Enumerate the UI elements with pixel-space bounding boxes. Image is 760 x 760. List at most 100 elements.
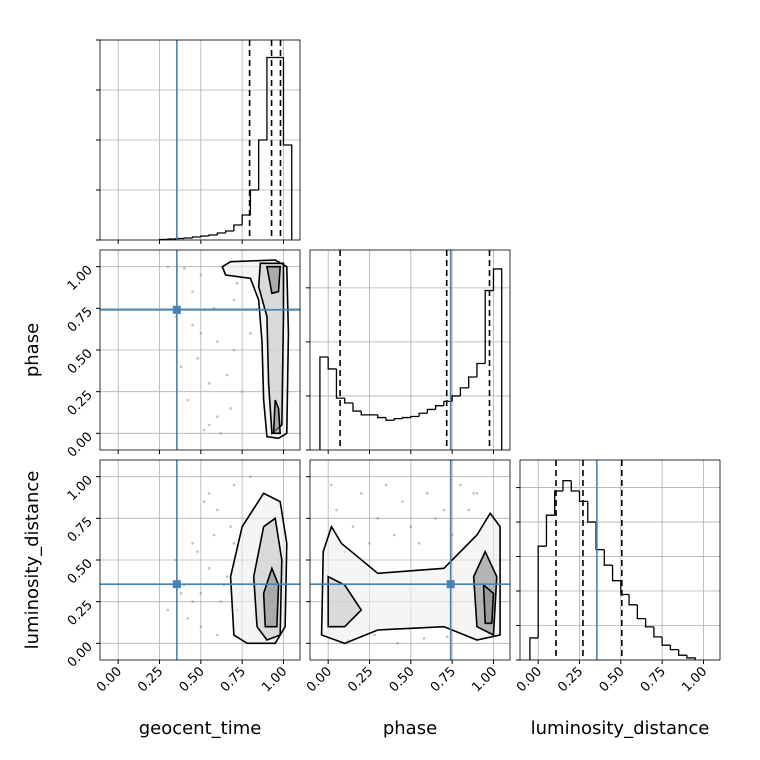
sample-point <box>472 492 475 495</box>
histogram-step <box>426 408 436 414</box>
sample-point <box>179 365 183 368</box>
x-tick-label: 0.50 <box>387 664 418 695</box>
histogram-step <box>327 357 337 370</box>
sample-point <box>191 600 194 603</box>
sample-point <box>186 398 189 402</box>
histogram-step <box>319 356 329 450</box>
contour <box>262 565 280 628</box>
histogram-step <box>669 645 679 651</box>
y-tick-label: 1.00 <box>65 263 96 294</box>
sample-point <box>212 307 216 310</box>
histogram-step <box>410 415 420 418</box>
histogram-step <box>595 522 605 551</box>
sample-point <box>166 265 170 268</box>
histogram-step <box>183 237 193 239</box>
sample-point <box>359 492 363 495</box>
sample-point <box>401 500 404 503</box>
y-tick-label: 0.75 <box>65 515 96 546</box>
histogram-step <box>529 637 539 660</box>
sample-point <box>392 533 396 537</box>
histogram-step <box>545 514 555 547</box>
sample-point <box>191 323 194 327</box>
y-tick-label: 1.00 <box>65 473 96 504</box>
histogram-step <box>620 580 630 596</box>
x-tick-label: 1.00 <box>259 664 290 695</box>
contour <box>257 262 285 435</box>
sample-point <box>249 475 252 478</box>
sample-point <box>442 508 446 512</box>
x-tick-label: 0.00 <box>94 664 125 695</box>
sample-point <box>467 508 470 512</box>
histogram-step <box>175 237 185 240</box>
histogram-step <box>686 655 696 660</box>
sample-point <box>216 633 219 637</box>
panel-frame <box>309 459 511 661</box>
contour <box>327 575 363 628</box>
sample-point <box>219 600 222 603</box>
sample-point <box>409 525 413 528</box>
histogram-step <box>476 362 486 378</box>
sample-point <box>335 508 338 512</box>
sample-point <box>475 492 479 495</box>
sample-point <box>191 290 194 293</box>
sample-point <box>459 483 462 487</box>
sample-point <box>232 483 236 487</box>
sample-point <box>426 492 429 495</box>
histogram-step <box>562 480 572 492</box>
sample-point <box>199 625 203 628</box>
sample-point <box>417 542 421 545</box>
histogram-step <box>537 545 547 638</box>
histogram-step <box>418 412 428 417</box>
x-tick-label: 0.25 <box>345 664 376 695</box>
panel-frame <box>519 459 721 661</box>
sample-point <box>434 517 437 520</box>
x-tick-label: 1.00 <box>679 664 710 695</box>
histogram-step <box>468 376 477 388</box>
x-tick-label: 0.00 <box>514 664 545 695</box>
truth-marker <box>446 580 455 589</box>
sample-point <box>396 642 399 645</box>
x-tick-label: 1.00 <box>469 664 500 695</box>
x-tick-label: 0.25 <box>555 664 586 695</box>
histogram-step <box>459 387 469 396</box>
x-tick-label: 0.25 <box>135 664 166 695</box>
sample-point <box>207 492 211 495</box>
sample-point <box>450 533 454 537</box>
sample-point <box>199 332 203 335</box>
sample-point <box>182 267 186 270</box>
histogram-step <box>587 501 597 523</box>
histogram-step <box>484 289 494 364</box>
histogram-step <box>352 402 362 412</box>
histogram-step <box>678 649 687 656</box>
x-tick-label: 0.50 <box>177 664 208 695</box>
histogram-step <box>443 400 453 406</box>
histogram-step <box>636 604 646 620</box>
histogram-step <box>335 368 345 399</box>
x-axis-label: phase <box>383 718 437 739</box>
histogram-step <box>258 139 267 190</box>
histogram-step <box>266 56 276 140</box>
sample-point <box>207 423 211 427</box>
histogram-step <box>200 235 210 237</box>
histogram-step <box>249 189 259 215</box>
sample-point <box>199 273 203 277</box>
y-tick-label: 0.00 <box>65 430 96 461</box>
sample-point <box>232 298 236 302</box>
contour <box>272 399 282 435</box>
x-tick-label: 0.75 <box>428 664 459 695</box>
histogram-step <box>282 57 293 240</box>
sample-point <box>216 415 219 418</box>
sample-point <box>199 592 203 595</box>
histogram-step <box>208 234 218 236</box>
sample-point <box>232 348 236 352</box>
sample-point <box>219 432 222 435</box>
histogram-step <box>385 417 395 421</box>
sample-point <box>368 542 371 545</box>
histogram-step <box>644 618 654 628</box>
sample-point <box>179 592 183 595</box>
contour <box>320 511 501 645</box>
histogram-step <box>492 268 503 450</box>
x-axis-label: luminosity_distance <box>531 718 710 739</box>
histogram-step <box>233 224 243 231</box>
